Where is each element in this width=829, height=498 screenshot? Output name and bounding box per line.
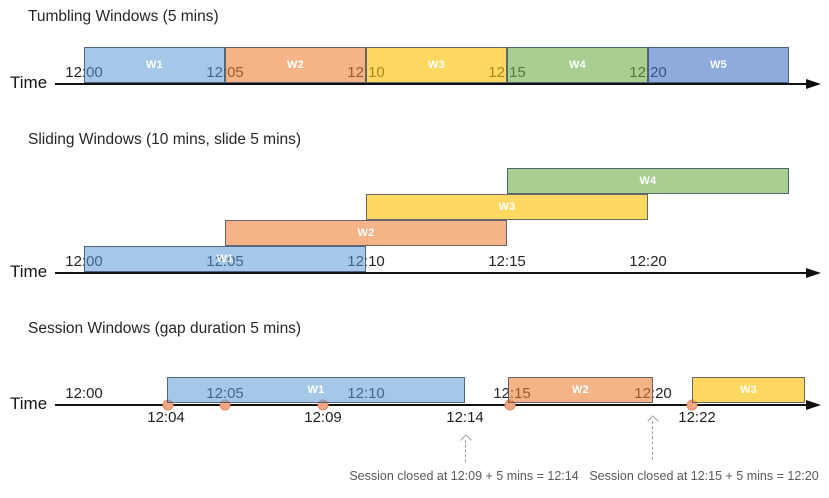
arrow-shaft — [652, 421, 653, 460]
window-bar-label: W2 — [286, 59, 305, 71]
section-title-sliding: Sliding Windows (10 mins, slide 5 mins) — [28, 131, 302, 148]
tick-label-session: 12:00 — [65, 385, 103, 402]
window-bar-tumbling-w3: W3 — [366, 47, 507, 83]
arrow-shaft — [465, 440, 466, 462]
window-bar-sliding-w4: W4 — [507, 168, 789, 194]
time-axis-label-sliding: Time — [10, 262, 48, 281]
time-axis-label-session: Time — [10, 394, 48, 413]
window-bar-label: W3 — [498, 201, 516, 213]
window-bar-label: W1 — [145, 59, 164, 71]
event-time-label-session: 12:14 — [446, 409, 484, 426]
window-bar-tumbling-w1: W1 — [84, 47, 225, 83]
window-bar-tumbling-w2: W2 — [225, 47, 366, 83]
timeline-tumbling — [55, 83, 806, 85]
session-close-annotation: Session closed at 12:09 + 5 mins = 12:14 — [349, 469, 579, 483]
timeline-arrowhead-icon-tumbling — [806, 78, 821, 89]
window-bar-label: W4 — [639, 175, 657, 187]
section-title-session: Session Windows (gap duration 5 mins) — [28, 320, 302, 337]
window-bar-tumbling-w5: W5 — [648, 47, 789, 83]
timeline-arrowhead-icon-sliding — [806, 267, 821, 278]
tick-label-sliding: 12:20 — [629, 253, 667, 270]
window-bar-session-w1: W1 — [167, 377, 465, 403]
time-axis-label-tumbling: Time — [10, 73, 48, 92]
window-bar-label: W4 — [568, 59, 587, 71]
event-time-label-session: 12:09 — [304, 409, 342, 426]
window-bar-label: W1 — [307, 384, 325, 396]
window-bar-session-w2: W2 — [508, 377, 653, 403]
window-bar-label: W3 — [739, 384, 758, 396]
timeline-sliding — [55, 272, 806, 274]
window-bar-label: W2 — [357, 227, 375, 239]
event-time-label-session: 12:22 — [678, 409, 716, 426]
timeline-session — [55, 404, 806, 406]
window-bar-sliding-w3: W3 — [366, 194, 648, 220]
window-bar-label: W2 — [571, 384, 590, 396]
session-close-annotation: Session closed at 12:15 + 5 mins = 12:20 — [589, 469, 819, 483]
window-bar-label: W1 — [216, 253, 234, 265]
window-bar-label: W3 — [427, 59, 446, 71]
event-time-label-session: 12:04 — [147, 409, 185, 426]
window-bar-tumbling-w4: W4 — [507, 47, 648, 83]
tick-label-sliding: 12:15 — [488, 253, 526, 270]
window-bar-label: W5 — [709, 59, 728, 71]
window-bar-sliding-w1: W1 — [84, 246, 366, 272]
window-bar-session-w3: W3 — [692, 377, 805, 403]
timeline-arrowhead-icon-session — [806, 399, 821, 410]
window-bar-sliding-w2: W2 — [225, 220, 507, 246]
section-title-tumbling: Tumbling Windows (5 mins) — [28, 8, 219, 25]
